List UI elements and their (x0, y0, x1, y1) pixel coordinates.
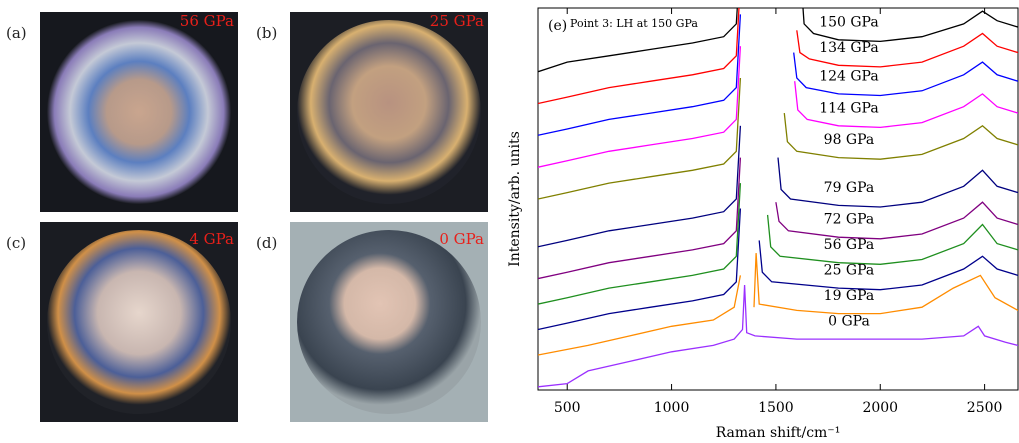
panel-label: (a) (6, 24, 27, 42)
plot-frame (538, 8, 1018, 390)
photo-b (297, 20, 481, 204)
legend-label: 98 GPa (824, 132, 875, 148)
legend-label: 25 GPa (824, 263, 875, 279)
pressure-label: 4 GPa (189, 230, 234, 248)
spectrum-line (538, 46, 1018, 167)
spectrum-line (538, 183, 1018, 304)
x-tick-label: 1500 (758, 400, 794, 416)
legend-label: 72 GPa (824, 212, 875, 228)
pressure-label: 0 GPa (439, 230, 484, 248)
panel-label: (c) (6, 234, 26, 252)
spectrum-line (538, 209, 1018, 330)
x-tick-label: 2000 (862, 400, 898, 416)
spectrum-line (538, 14, 1018, 135)
legend-label: 150 GPa (819, 14, 879, 30)
legend-label: 134 GPa (819, 40, 879, 56)
panel-label: (d) (256, 234, 277, 252)
legend-label: 124 GPa (819, 68, 879, 84)
photo-a (47, 20, 231, 204)
spectrum-line (538, 285, 1018, 387)
legend-label: 114 GPa (819, 100, 879, 116)
figure: (a) 56 GPa (b) 25 GPa (c) 4 GPa (d) 0 GP… (0, 0, 1019, 443)
spectrum-line (538, 158, 1018, 279)
x-tick-label: 2500 (967, 400, 1003, 416)
spectrum-line (538, 78, 1018, 199)
pressure-label: 56 GPa (180, 12, 234, 30)
pressure-label: 25 GPa (430, 12, 484, 30)
x-tick-label: 1000 (654, 400, 690, 416)
panel-label: (e) (548, 18, 567, 34)
legend-label: 19 GPa (824, 288, 875, 304)
spectrum-line (538, 0, 1018, 104)
photo-d (297, 230, 481, 414)
spectrum-line (538, 253, 1018, 355)
legend-label: 79 GPa (824, 180, 875, 196)
spectrum-line (538, 126, 1018, 247)
spectrum-line (538, 0, 1018, 72)
legend-label: 0 GPa (828, 314, 870, 330)
photo-c (47, 230, 231, 414)
annotation: Point 3: LH at 150 GPa (570, 17, 698, 30)
plot-area (538, 0, 1018, 387)
panel-label: (b) (256, 24, 277, 42)
x-tick-label: 500 (554, 400, 581, 416)
photo-panels: (a) 56 GPa (b) 25 GPa (c) 4 GPa (d) 0 GP… (0, 0, 520, 443)
x-axis-label: Raman shift/cm⁻¹ (716, 425, 841, 441)
legend-label: 56 GPa (824, 237, 875, 253)
